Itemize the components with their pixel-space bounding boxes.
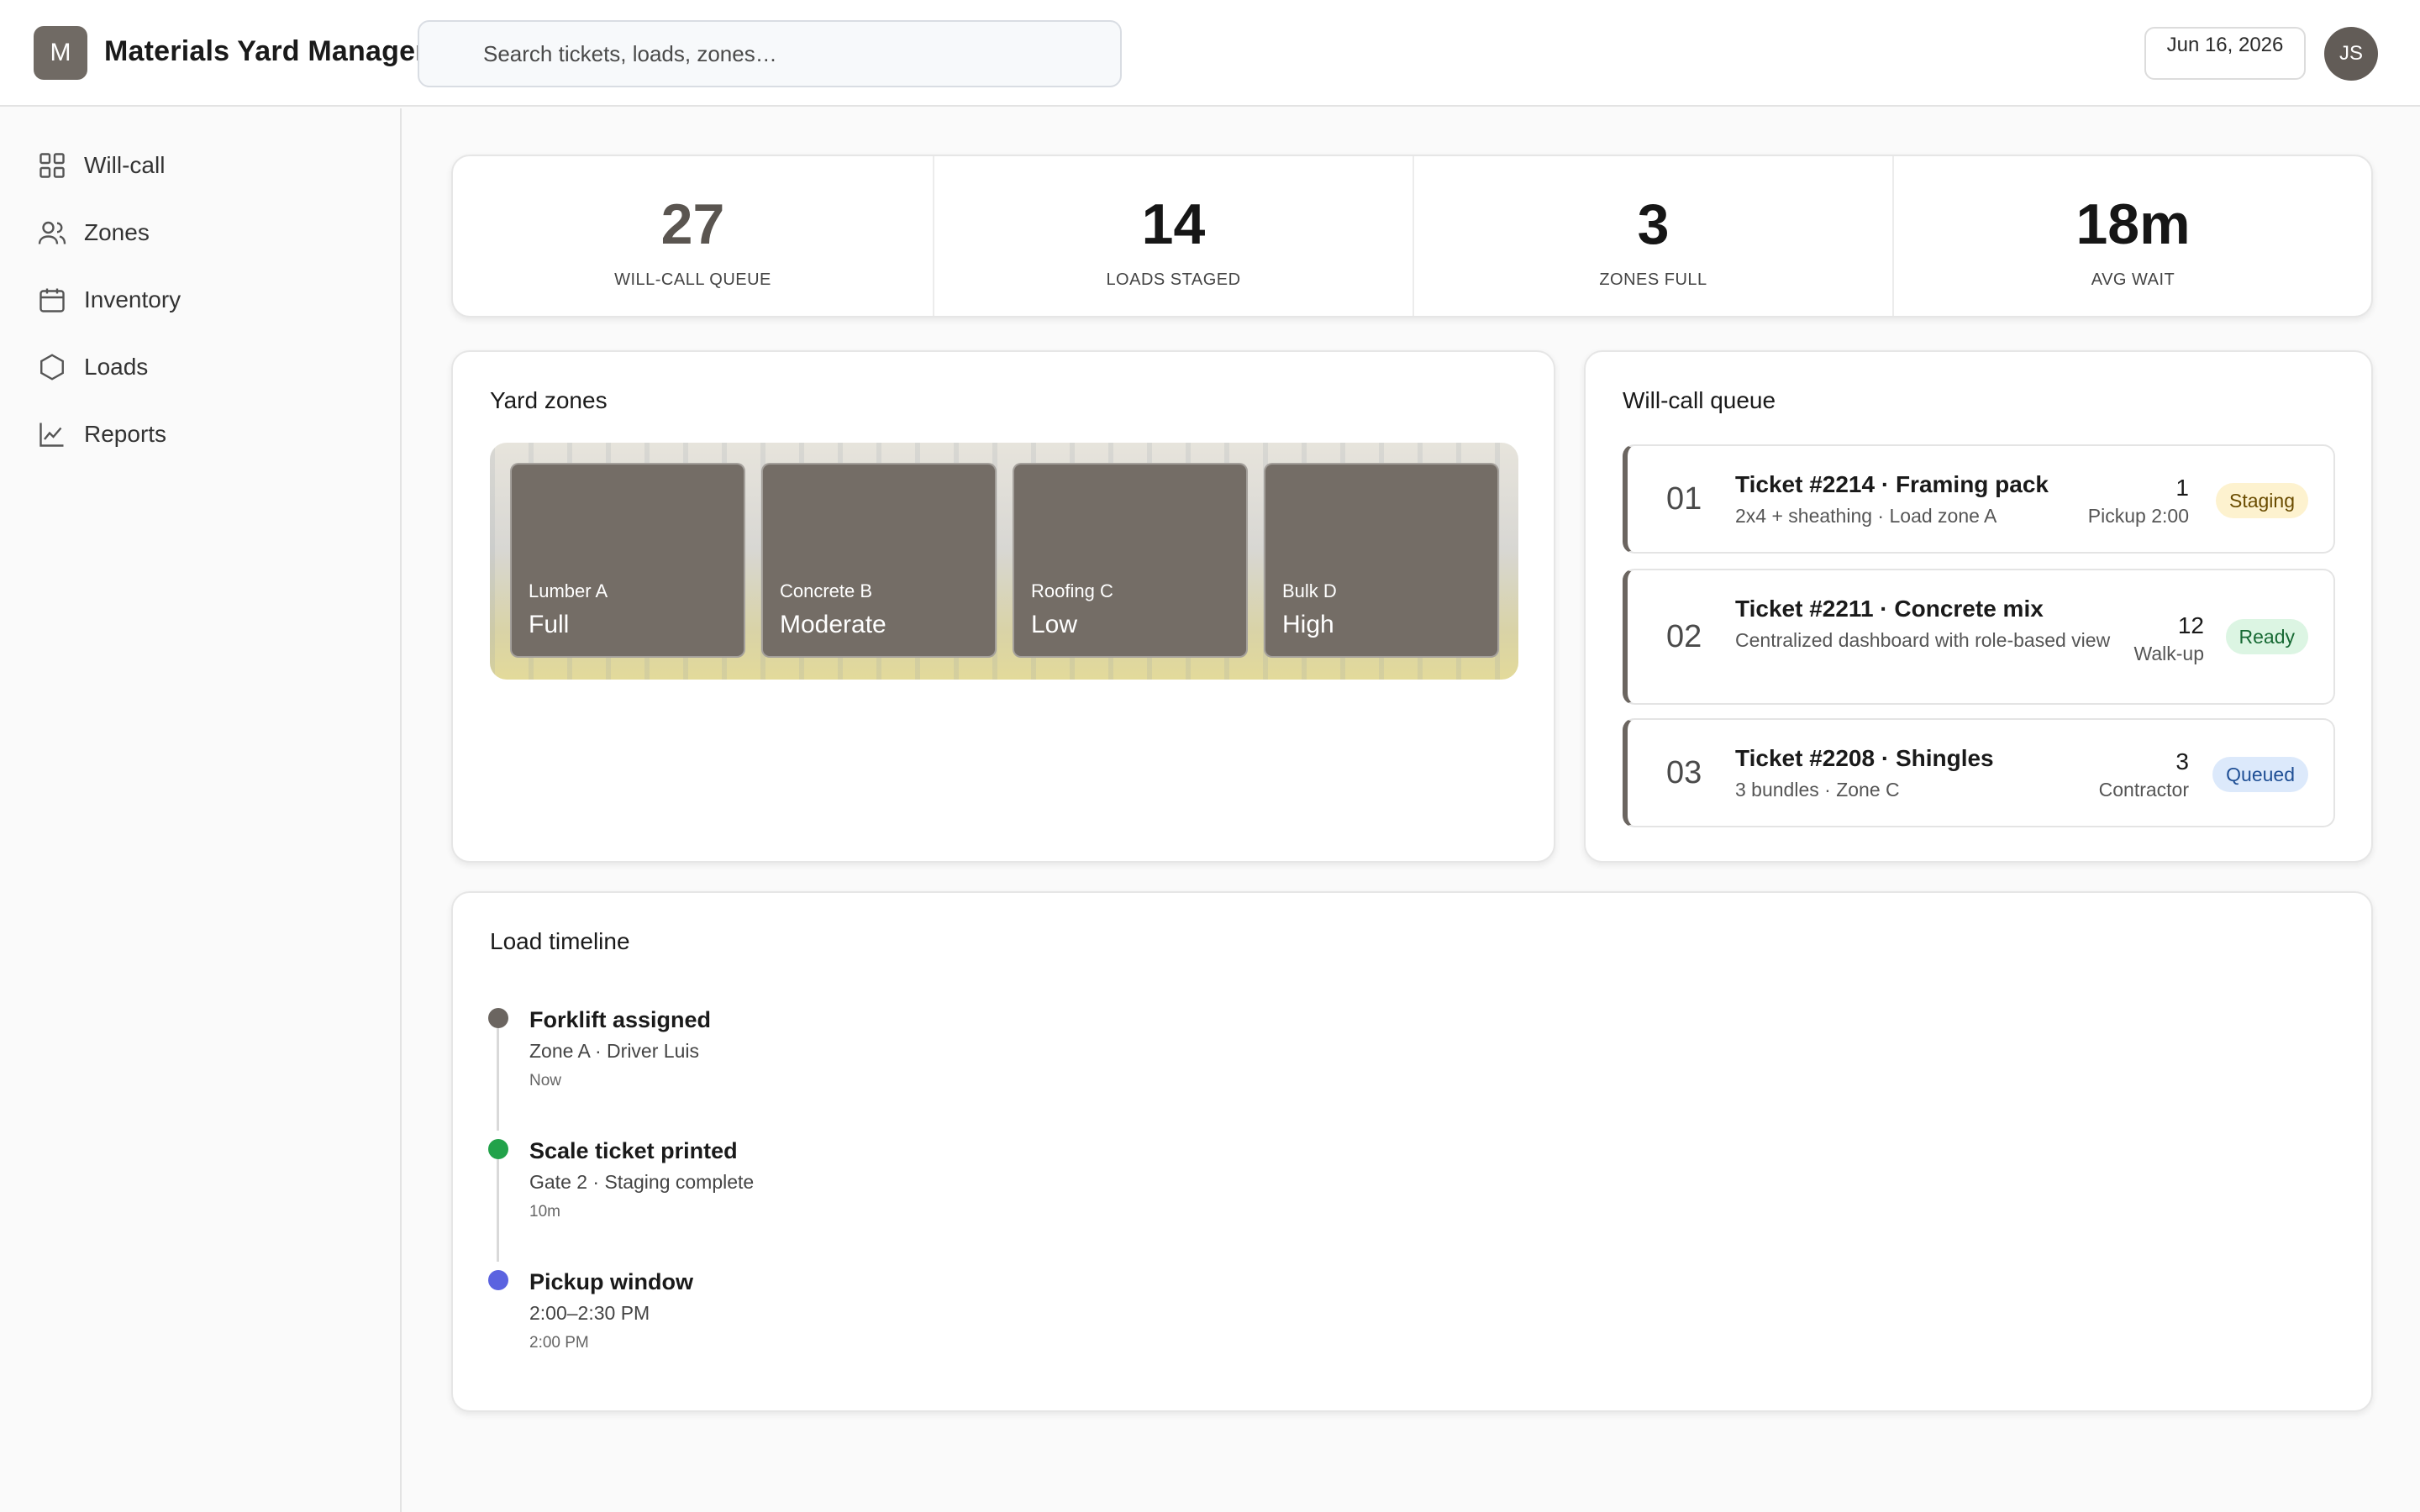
- sidebar-item-label: Inventory: [84, 286, 182, 312]
- timeline-event-title: Pickup window: [529, 1269, 694, 1294]
- zone-name: Lumber A: [529, 580, 608, 601]
- queue-count: 1: [2175, 475, 2189, 501]
- timeline-event-time: 2:00 PM: [529, 1334, 589, 1352]
- kpi-label: AVG WAIT: [2091, 270, 2175, 289]
- timeline-dot: [488, 1139, 508, 1159]
- zone-level: High: [1282, 611, 1334, 638]
- kpi-zones-full: 3 ZONES FULL: [1413, 156, 1892, 316]
- app-title: Materials Yard Manager: [104, 35, 427, 67]
- queue-note: Walk-up: [2133, 643, 2205, 664]
- kpi-value: 27: [660, 192, 725, 256]
- yard-zones-card: Yard zones Lumber A Full Concrete B Mode…: [451, 350, 1555, 863]
- status-badge: Ready: [2225, 619, 2308, 654]
- zone-tile-bulk-d[interactable]: Bulk D High: [1264, 463, 1499, 658]
- chart-icon: [39, 423, 64, 447]
- kpi-card: 27 WILL-CALL QUEUE 14 LOADS STAGED 3 ZON…: [451, 155, 2373, 318]
- sidebar-item-zones[interactable]: Zones: [37, 207, 373, 258]
- queue-item[interactable]: 01 Ticket #2214 · Framing pack 2x4 + she…: [1623, 444, 2335, 554]
- sidebar-item-inventory[interactable]: Inventory: [37, 275, 373, 325]
- sidebar-item-label: Loads: [84, 354, 149, 380]
- card-title: Load timeline: [490, 928, 630, 954]
- queue-note: Contractor: [2098, 779, 2189, 801]
- date-picker[interactable]: Jun 16, 2026: [2144, 27, 2306, 80]
- sidebar-item-loads[interactable]: Loads: [37, 342, 373, 392]
- timeline-event-time: Now: [529, 1072, 562, 1089]
- card-title: Will-call queue: [1623, 387, 1776, 413]
- sidebar: Will-call Zones Inventory Loads Reports: [0, 108, 402, 1512]
- queue-number: 01: [1666, 481, 1702, 517]
- queue-count: 12: [2177, 612, 2204, 638]
- zone-name: Bulk D: [1282, 580, 1337, 601]
- will-call-queue-card: Will-call queue 01 Ticket #2214 · Framin…: [1584, 350, 2373, 863]
- zone-level: Moderate: [780, 611, 886, 638]
- timeline-event-detail: Zone A · Driver Luis: [529, 1040, 699, 1062]
- queue-subtitle: 3 bundles · Zone C: [1735, 779, 1900, 801]
- search-bar[interactable]: [418, 20, 1122, 87]
- card-title: Yard zones: [490, 387, 608, 413]
- timeline-dot: [488, 1008, 508, 1028]
- timeline-connector: [497, 1159, 499, 1262]
- kpi-avg-wait: 18m AVG WAIT: [1892, 156, 2372, 316]
- queue-number: 03: [1666, 755, 1702, 790]
- kpi-value: 18m: [2075, 192, 2191, 256]
- sidebar-item-will-call[interactable]: Will-call: [37, 140, 373, 191]
- hexagon-icon: [40, 354, 64, 381]
- grid-icon: [39, 153, 65, 178]
- zone-name: Concrete B: [780, 580, 873, 601]
- timeline-connector: [497, 1028, 499, 1131]
- app-logo[interactable]: M: [34, 26, 87, 80]
- zone-tile-roofing-c[interactable]: Roofing C Low: [1013, 463, 1248, 658]
- search-input[interactable]: [483, 22, 1105, 86]
- sidebar-item-reports[interactable]: Reports: [37, 409, 373, 459]
- queue-item[interactable]: 03 Ticket #2208 · Shingles 3 bundles · Z…: [1623, 718, 2335, 827]
- yard-photo: Lumber A Full Concrete B Moderate Roofin…: [490, 443, 1518, 680]
- queue-item[interactable]: 02 Ticket #2211 · Concrete mix Centraliz…: [1623, 569, 2335, 705]
- top-header: M Materials Yard Manager Jun 16, 2026 JS: [0, 0, 2420, 107]
- queue-subtitle: Centralized dashboard with role-based vi…: [1735, 629, 2111, 651]
- load-timeline-card: Load timeline: [451, 891, 2373, 1412]
- queue-title: Ticket #2214 · Framing pack: [1735, 471, 2049, 497]
- kpi-value: 14: [1141, 192, 1206, 256]
- queue-subtitle: 2x4 + sheathing · Load zone A: [1735, 505, 1997, 527]
- user-avatar[interactable]: JS: [2324, 27, 2378, 81]
- users-icon: [38, 221, 66, 244]
- sidebar-item-label: Zones: [84, 219, 150, 245]
- timeline-event-detail: Gate 2 · Staging complete: [529, 1171, 755, 1193]
- status-badge: Queued: [2212, 757, 2308, 792]
- timeline-event-title: Forklift assigned: [529, 1007, 712, 1032]
- kpi-label: ZONES FULL: [1599, 270, 1707, 289]
- zone-tile-lumber-a[interactable]: Lumber A Full: [510, 463, 745, 658]
- sidebar-item-label: Will-call: [84, 152, 166, 178]
- queue-title: Ticket #2208 · Shingles: [1735, 745, 1994, 771]
- sidebar-item-label: Reports: [84, 421, 167, 447]
- queue-number: 02: [1666, 619, 1702, 654]
- zone-level: Full: [529, 611, 570, 638]
- status-badge: Staging: [2215, 483, 2308, 518]
- timeline-event-detail: 2:00–2:30 PM: [529, 1302, 650, 1324]
- kpi-will-call-queue: 27 WILL-CALL QUEUE: [453, 156, 933, 316]
- queue-title: Ticket #2211 · Concrete mix: [1735, 596, 2044, 622]
- kpi-label: LOADS STAGED: [1106, 270, 1241, 289]
- kpi-value: 3: [1637, 192, 1670, 256]
- zone-tile-concrete-b[interactable]: Concrete B Moderate: [761, 463, 997, 658]
- zone-name: Roofing C: [1031, 580, 1113, 601]
- zone-level: Low: [1031, 611, 1078, 638]
- timeline-event-time: 10m: [529, 1203, 560, 1221]
- timeline-dot: [488, 1270, 508, 1290]
- queue-count: 3: [2175, 748, 2189, 774]
- timeline-event-title: Scale ticket printed: [529, 1138, 738, 1163]
- kpi-loads-staged: 14 LOADS STAGED: [933, 156, 1413, 316]
- kpi-label: WILL-CALL QUEUE: [614, 270, 771, 289]
- calendar-icon: [39, 288, 65, 312]
- queue-note: Pickup 2:00: [2087, 505, 2189, 527]
